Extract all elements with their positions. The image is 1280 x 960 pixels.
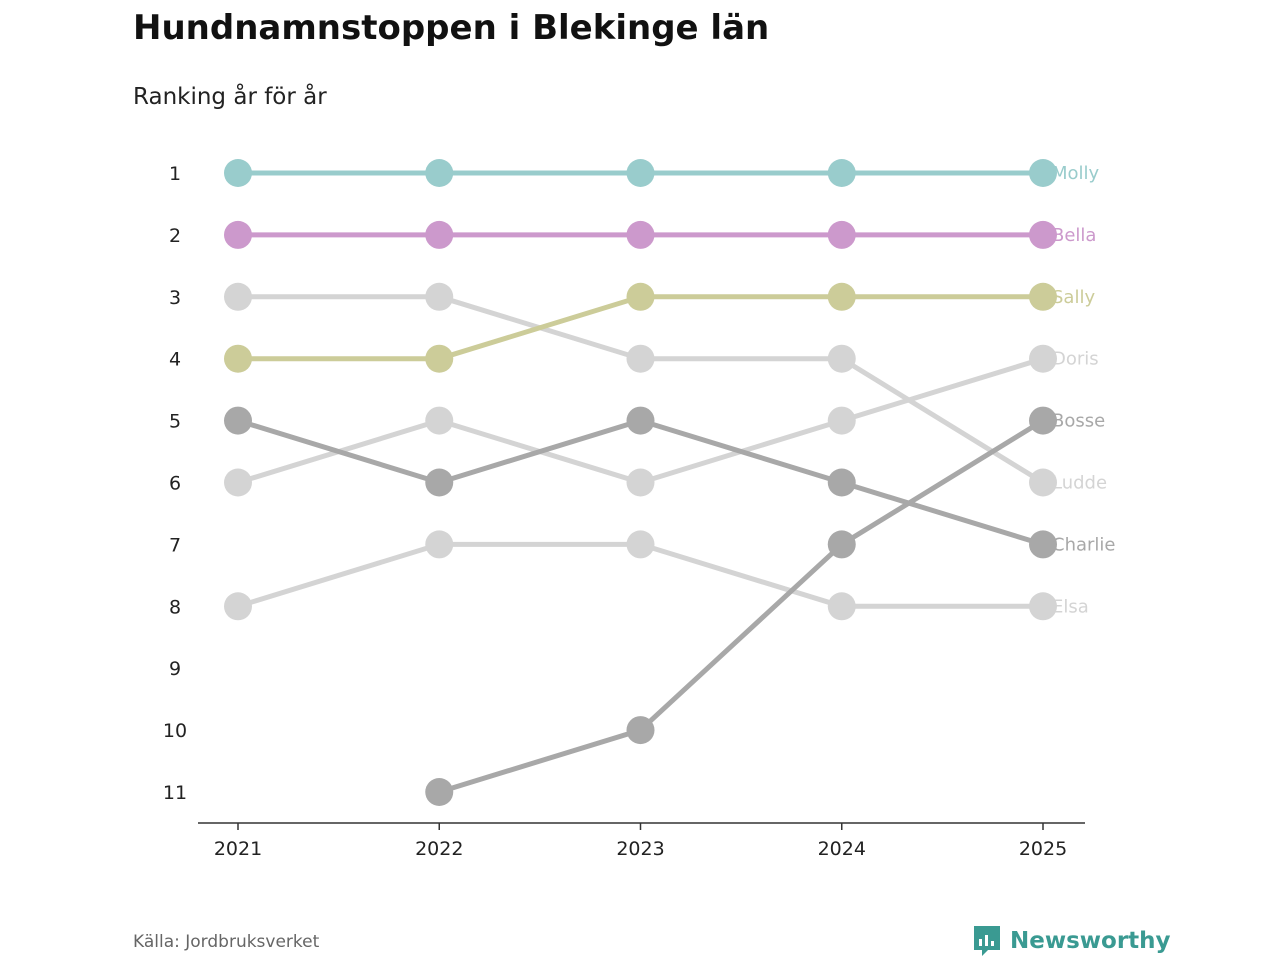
data-point-ludde[interactable] — [425, 282, 454, 311]
series-line-ludde — [238, 294, 1045, 485]
y-tick-label: 5 — [169, 411, 181, 433]
y-tick-label: 6 — [169, 473, 181, 495]
data-point-doris[interactable] — [224, 468, 252, 497]
data-point-ludde[interactable] — [626, 344, 655, 373]
data-point-elsa[interactable] — [827, 592, 856, 621]
x-axis: 2021 2022 2023 2024 2025 — [214, 823, 1067, 860]
data-point-bella[interactable] — [425, 220, 454, 249]
chart-subtitle: Ranking år för år — [133, 84, 327, 110]
data-point-charlie[interactable] — [827, 468, 856, 497]
data-point-sally[interactable] — [827, 282, 856, 311]
series-line-bosse — [438, 418, 1045, 795]
data-point-doris[interactable] — [827, 406, 856, 435]
data-point-doris[interactable] — [626, 468, 655, 497]
bump-chart: 2021 2022 2023 2024 2025 1 2 3 4 5 6 7 8 9 10 11 Elsa L… — [163, 159, 1115, 860]
data-point-elsa[interactable] — [425, 530, 454, 559]
data-point-ludde[interactable] — [224, 282, 252, 311]
series-bosse: Bosse — [425, 406, 1105, 806]
data-point-molly[interactable] — [827, 159, 856, 187]
series-charlie: Charlie — [224, 406, 1115, 559]
y-tick-label: 10 — [163, 720, 187, 742]
data-point-bella[interactable] — [224, 220, 252, 249]
series-molly: Molly — [224, 159, 1100, 187]
chart-title: Hundnamnstoppen i Blekinge län — [133, 8, 770, 48]
y-tick-label: 11 — [163, 782, 187, 804]
data-point-bosse[interactable] — [1029, 406, 1057, 435]
x-tick-label: 2021 — [214, 838, 262, 860]
series-group: Elsa Ludde Doris Charlie Bosse Sally Bella Moll… — [224, 159, 1115, 806]
data-point-molly[interactable] — [626, 159, 655, 187]
data-point-elsa[interactable] — [626, 530, 655, 559]
series-label-elsa: Elsa — [1052, 596, 1089, 617]
data-point-charlie[interactable] — [1029, 530, 1057, 559]
data-point-elsa[interactable] — [1029, 592, 1057, 621]
x-tick-label: 2022 — [415, 838, 463, 860]
y-tick-label: 2 — [169, 225, 181, 247]
x-tick-label: 2024 — [818, 838, 866, 860]
series-label-molly: Molly — [1052, 163, 1100, 184]
data-point-bosse[interactable] — [827, 530, 856, 559]
data-point-molly[interactable] — [1029, 159, 1057, 187]
y-tick-label: 8 — [169, 596, 181, 618]
data-point-doris[interactable] — [1029, 344, 1057, 373]
brand-logo[interactable]: Newsworthy — [972, 924, 1171, 958]
data-point-bella[interactable] — [827, 220, 856, 249]
series-sally: Sally — [224, 282, 1095, 373]
data-point-doris[interactable] — [425, 406, 454, 435]
data-point-elsa[interactable] — [224, 592, 252, 621]
data-point-sally[interactable] — [425, 344, 454, 373]
y-axis: 1 2 3 4 5 6 7 8 9 10 11 — [163, 163, 187, 804]
newsworthy-logo-icon — [974, 926, 1000, 956]
series-label-doris: Doris — [1052, 349, 1099, 370]
data-point-charlie[interactable] — [425, 468, 454, 497]
series-bella: Bella — [224, 220, 1096, 249]
brand-name: Newsworthy — [1010, 928, 1171, 954]
data-point-bella[interactable] — [626, 220, 655, 249]
data-point-charlie[interactable] — [626, 406, 655, 435]
data-point-bosse[interactable] — [626, 716, 655, 745]
x-tick-label: 2025 — [1019, 838, 1067, 860]
series-doris: Doris — [224, 344, 1099, 497]
y-tick-label: 7 — [169, 534, 181, 556]
series-label-ludde: Ludde — [1052, 473, 1107, 494]
source-note: Källa: Jordbruksverket — [133, 932, 320, 952]
x-tick-label: 2023 — [616, 838, 664, 860]
data-point-charlie[interactable] — [224, 406, 252, 435]
series-label-bella: Bella — [1052, 225, 1096, 246]
data-point-molly[interactable] — [224, 159, 252, 187]
y-tick-label: 3 — [169, 287, 181, 309]
y-tick-label: 9 — [169, 658, 181, 680]
series-elsa: Elsa — [224, 530, 1089, 621]
data-point-sally[interactable] — [626, 282, 655, 311]
series-label-charlie: Charlie — [1052, 534, 1115, 555]
y-tick-label: 4 — [169, 349, 181, 371]
data-point-sally[interactable] — [224, 344, 252, 373]
series-label-bosse: Bosse — [1052, 411, 1105, 432]
data-point-molly[interactable] — [425, 159, 454, 187]
data-point-bosse[interactable] — [425, 778, 454, 806]
data-point-ludde[interactable] — [1029, 468, 1057, 497]
data-point-bella[interactable] — [1029, 220, 1057, 249]
data-point-ludde[interactable] — [827, 344, 856, 373]
y-tick-label: 1 — [169, 163, 181, 185]
series-label-sally: Sally — [1052, 287, 1095, 308]
data-point-sally[interactable] — [1029, 282, 1057, 311]
